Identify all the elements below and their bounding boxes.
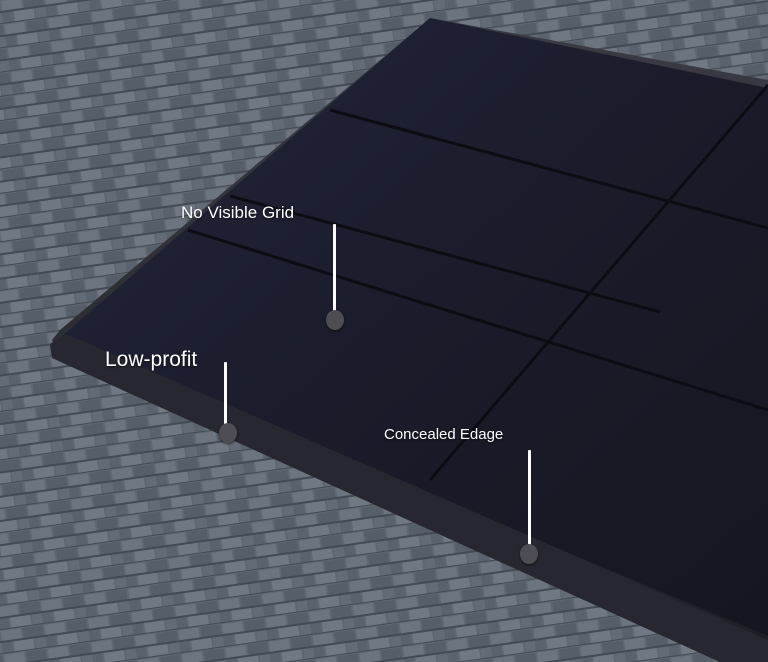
solar-panel-surface [62, 18, 768, 636]
callout-grid-marker [326, 310, 344, 330]
callout-low-profit-stem [224, 362, 227, 426]
callout-low-profit: Low-profit [105, 348, 198, 371]
callout-concealed-edage: Concealed Edage [384, 426, 504, 443]
panel-lower-edge [50, 334, 768, 662]
callout-grid-stem [333, 224, 336, 316]
panel-seams [187, 84, 768, 481]
callout-no-visible-grid: No Visible Grid [181, 203, 295, 222]
callout-edge-marker [520, 544, 538, 564]
callout-edge-stem [528, 450, 531, 546]
callout-low-profit-marker [219, 423, 237, 443]
